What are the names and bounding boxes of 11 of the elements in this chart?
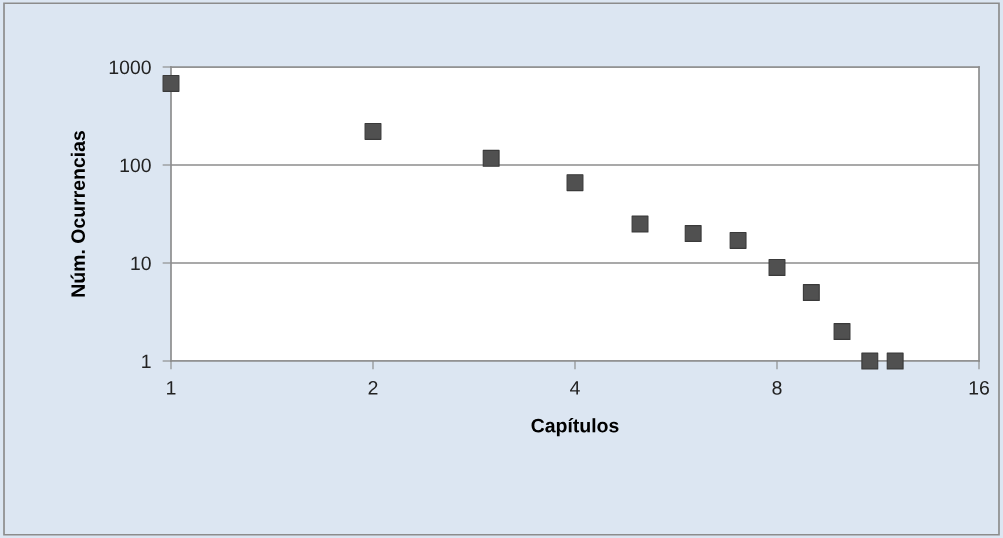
y-tick-label: 1 xyxy=(142,354,151,369)
x-axis-title: Capítulos xyxy=(531,418,619,437)
x-tick-label: 1 xyxy=(167,381,176,395)
y-tick-label: 10 xyxy=(131,256,151,271)
x-tick-label: 4 xyxy=(570,381,580,395)
x-tick-label: 2 xyxy=(368,380,378,395)
y-tick-label: 100 xyxy=(120,158,151,173)
y-tick-label: 1000 xyxy=(109,60,151,75)
x-tick-label: 16 xyxy=(969,380,989,395)
y-axis-title: Núm. Ocurrencias xyxy=(70,131,86,297)
x-tick-label: 8 xyxy=(772,380,782,395)
